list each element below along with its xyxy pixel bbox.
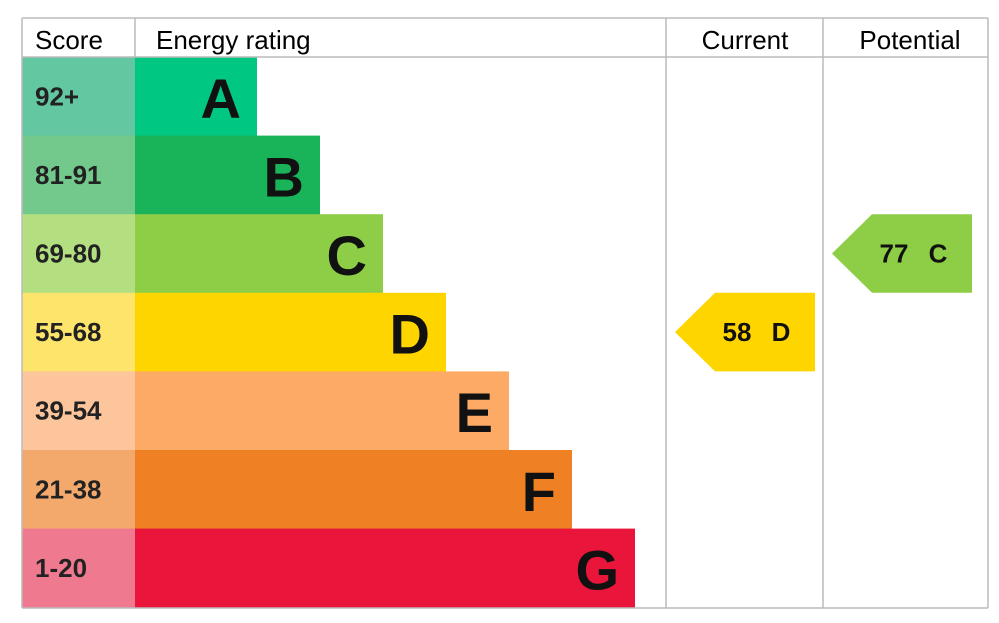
score-cell [22,214,135,294]
score-label: 92+ [35,81,79,111]
score-cell [22,57,135,137]
current-arrow [675,292,815,372]
header-potential: Potential [859,25,960,55]
score-cell [22,450,135,530]
rating-bar [135,450,572,530]
score-cell [22,528,135,608]
potential-band: C [929,239,948,269]
rating-bar [135,214,383,294]
header-rating: Energy rating [156,25,311,55]
rating-bar [135,135,320,215]
rating-bar [135,528,635,608]
potential-arrow [832,214,972,293]
score-label: 39-54 [35,396,102,426]
score-label: 55-68 [35,317,102,347]
score-label: 1-20 [35,553,87,583]
current-band: D [772,317,791,347]
band-letter: D [390,303,430,366]
band-letter: F [522,460,556,523]
band-letter: A [201,67,241,130]
header-score: Score [35,25,103,55]
rating-bar [135,292,446,372]
current-value: 58 [723,317,752,347]
score-cell [22,135,135,215]
score-label: 21-38 [35,474,102,504]
band-letter: C [327,224,367,287]
band-letter: B [264,145,304,208]
score-cell [22,292,135,372]
band-letter: E [456,381,493,444]
score-label: 81-91 [35,160,102,190]
band-letter: G [575,538,619,601]
rating-bar [135,371,509,451]
rating-bar [135,57,257,137]
potential-value: 77 [880,239,909,269]
header-current: Current [702,25,789,55]
score-cell [22,371,135,451]
score-label: 69-80 [35,239,102,269]
